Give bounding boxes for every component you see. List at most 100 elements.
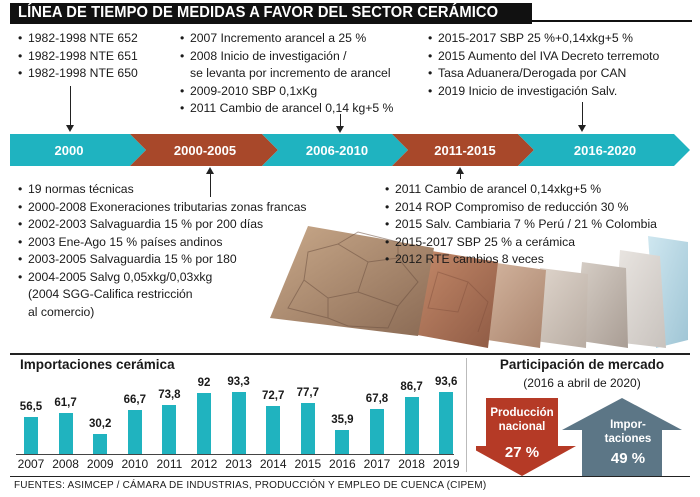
list-item: • 2011 Cambio de arancel 0,14 kg+5 %: [180, 101, 394, 115]
list-item: • 2015 Salv. Cambiaria 7 % Perú / 21 % Co…: [385, 217, 657, 231]
list-item: • 19 normas técnicas: [18, 182, 134, 196]
chart-axis: [16, 454, 454, 455]
year-label: 2014: [259, 457, 287, 471]
bar: [197, 393, 211, 454]
bar-value-label: 77,7: [296, 387, 319, 399]
year-label: 2019: [432, 457, 460, 471]
year-label: 2018: [398, 457, 425, 471]
bar-value-label: 30,2: [88, 418, 112, 430]
year-label: 2017: [363, 457, 391, 471]
bar: [231, 392, 246, 454]
list-item: • 2003-2005 Salvaguardia 15 % por 180: [18, 252, 237, 266]
connector-line: [340, 114, 341, 127]
top-group-1: • 1982-1998 NTE 652 • 1982-1998 NTE 651 • 1…: [18, 30, 138, 83]
bar: [404, 397, 419, 454]
tile: [270, 226, 434, 336]
bar: [300, 403, 315, 454]
bar: [127, 410, 142, 454]
bar: [335, 430, 350, 454]
list-item: • 2012 RTE cambios 8 veces: [385, 252, 544, 266]
year-label: 2016: [329, 457, 356, 471]
timeline-label: 2006-2010: [305, 142, 369, 158]
national-value: 27 %: [504, 444, 540, 461]
list-item: • 1982-1998 NTE 650: [18, 66, 138, 80]
timeline-arrows: [10, 134, 690, 166]
bar-value-label: 67,8: [365, 393, 389, 405]
bar-value-label: 86,7: [400, 381, 423, 393]
list-item: • 1982-1998 NTE 652: [18, 31, 138, 45]
timeline-segment-shape: [130, 134, 278, 166]
top-group-3: • 2015-2017 SBP 25 %+0,14xkg+5 % • 2015 Au…: [428, 30, 659, 100]
list-item-continued: (2004 SGG-Califica restricción: [28, 287, 193, 301]
title-background: [10, 3, 532, 24]
bar-value-label: 35,9: [331, 414, 354, 426]
bottom-rule: [10, 476, 690, 477]
bar-value-label: 92: [197, 377, 211, 389]
arrow-down-icon: [578, 125, 586, 132]
connector-line: [582, 102, 583, 126]
connector-line: [460, 173, 461, 179]
national-label: Producción nacional: [490, 407, 554, 433]
list-item: • 2009-2010 SBP 0,1xKg: [180, 83, 318, 98]
title-rule: [532, 20, 692, 22]
bottom-group-2: • 2011 Cambio de arancel 0,14xkg+5 % • 201…: [385, 181, 657, 269]
page-title: LÍNEA DE TIEMPO DE MEDIDAS A FAVOR DEL S…: [18, 4, 499, 21]
market-title: Participación de mercado: [499, 357, 665, 372]
year-label: 2010: [121, 457, 149, 471]
connector-line: [210, 173, 211, 197]
top-group-2: • 2007 Incremento arancel a 25 % • 2008 In…: [180, 30, 393, 118]
list-item: • 1982-1998 NTE 651: [18, 48, 138, 63]
bar: [370, 409, 384, 454]
list-item: • Tasa Aduanera/Derogada por CAN: [428, 66, 627, 80]
market-subtitle: (2016 a abril de 2020): [523, 376, 641, 390]
tile-pattern: [287, 231, 419, 329]
bar: [24, 417, 38, 454]
section-divider: [10, 353, 690, 355]
bar-value-label: 73,8: [158, 389, 181, 401]
bar-value-label: 93,3: [227, 376, 250, 388]
list-item: • 2003 Ene-Ago 15 % países andinos: [18, 234, 223, 249]
list-item: • 2015-2017 SBP 25 %+0,14xkg+5 %: [428, 31, 633, 45]
timeline-label: 2000-2005: [173, 142, 237, 158]
timeline-segment-shape: [10, 134, 146, 166]
arrow-down-shape: [476, 398, 576, 476]
market-arrows: [476, 398, 682, 476]
timeline-segment-shape: [392, 134, 534, 166]
list-item: • 2015 Aumento del IVA Decreto terremoto: [428, 48, 660, 63]
imports-share-label: Impor- taciones: [604, 419, 652, 445]
imports-title: Importaciones cerámica: [20, 357, 175, 372]
bottom-group-1: • 19 normas técnicas • 2000-2008 Exoneraci…: [18, 181, 306, 321]
arrow-down-icon: [336, 126, 344, 133]
list-item: • 2002-2003 Salvaguardia 15 % por 200 día…: [18, 217, 264, 231]
list-item-continued: al comercio): [28, 304, 95, 319]
list-item: • 2014 ROP Compromiso de reducción 30 %: [385, 199, 629, 214]
imports-share-value: 49 %: [610, 450, 646, 467]
list-item: • 2007 Incremento arancel a 25 %: [180, 31, 367, 45]
timeline-label: 2000: [54, 142, 84, 158]
list-item: • 2019 Inicio de investigación Salv.: [428, 83, 618, 98]
bar-value-label: 61,7: [54, 397, 77, 409]
arrow-down-icon: [66, 125, 74, 132]
arrow-up-shape: [562, 398, 682, 476]
list-item: • 2004-2005 Salvg 0,05xkg/0,03xkg: [18, 269, 213, 284]
bar-value-label: 93,6: [434, 376, 458, 388]
tile-pattern: [427, 271, 489, 333]
list-item: • 2000-2008 Exoneraciones tributarias zon…: [18, 199, 307, 214]
bar-value-label: 66,7: [123, 394, 146, 406]
year-label: 2008: [52, 457, 79, 471]
timeline-label: 2016-2020: [573, 142, 637, 158]
timeline: 2000 2000-2005 2006-2010 2011-2015 2016-…: [10, 134, 690, 166]
bar-value-label: 56,5: [19, 401, 43, 413]
vertical-divider: [466, 358, 467, 472]
title-bar: LÍNEA DE TIEMPO DE MEDIDAS A FAVOR DEL S…: [0, 0, 700, 26]
arrow-up-icon: [206, 167, 214, 174]
list-item: • 2011 Cambio de arancel 0,14xkg+5 %: [385, 182, 602, 196]
list-item: • 2015-2017 SBP 25 % a cerámica: [385, 234, 575, 249]
bar: [93, 434, 108, 454]
timeline-segment-shape: [518, 134, 690, 166]
bar: [439, 392, 454, 454]
year-label: 2013: [225, 457, 252, 471]
list-item: • 2008 Inicio de investigación /: [180, 48, 347, 63]
connector-line: [70, 86, 71, 126]
bar: [162, 405, 177, 454]
